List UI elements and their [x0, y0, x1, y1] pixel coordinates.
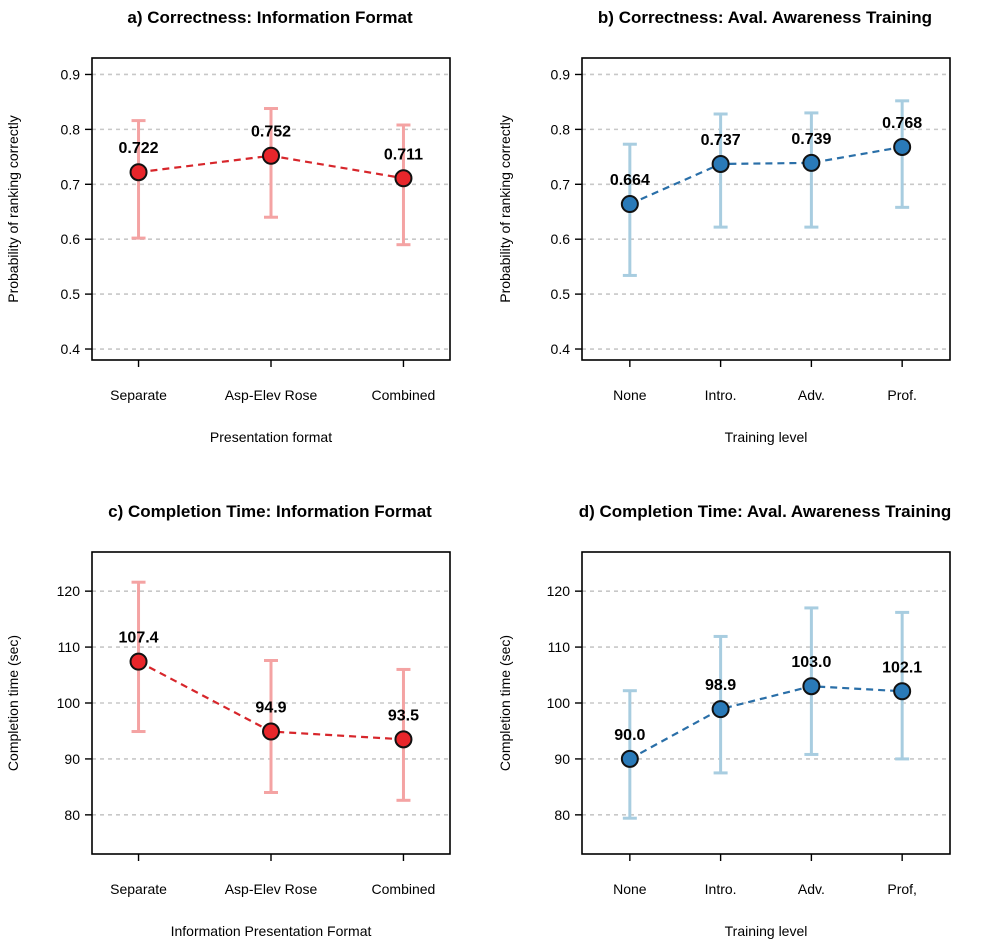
panel-2-x-axis-label: Training level [725, 429, 808, 445]
panel-2-data-point [711, 154, 730, 173]
panel-3-x-tick-label: Combined [372, 881, 436, 897]
panel-3-x-tick-label: Asp-Elev Rose [225, 881, 318, 897]
panel-2-y-tick-label: 0.4 [551, 341, 571, 357]
panel-3-y-tick-label: 100 [57, 695, 81, 711]
panel-4-data-label: 102.1 [882, 659, 922, 676]
panel-1-title: a) Correctness: Information Format [127, 8, 413, 27]
panel-2-y-tick-label: 0.5 [551, 286, 571, 302]
panel-4-x-tick-label: Intro. [705, 881, 737, 897]
panel-3-y-tick-label: 80 [64, 807, 80, 823]
panel-4-y-tick-label: 110 [548, 639, 571, 655]
panel-3-y-tick-label: 110 [58, 639, 81, 655]
panel-4-title: d) Completion Time: Aval. Awareness Trai… [579, 502, 952, 521]
panel-1-x-tick-label: Asp-Elev Rose [225, 387, 318, 403]
panel-2-y-tick-label: 0.8 [551, 121, 571, 137]
panel-2-data-label: 0.737 [701, 132, 741, 149]
panel-4-x-tick-label: Prof, [887, 881, 917, 897]
panel-4-data-label: 103.0 [791, 654, 831, 671]
panel-2-data-point [893, 137, 912, 156]
panel-2-x-tick-label: Adv. [798, 387, 825, 403]
panel-4-data-point [620, 749, 639, 768]
panel-4-x-axis-label: Training level [725, 923, 808, 939]
panel-2-plot-frame [581, 57, 951, 361]
panel-2-data-point [802, 153, 821, 172]
panel-3-y-axis-label: Completion time (sec) [5, 635, 21, 771]
panel-4-data-point [802, 677, 821, 696]
panel-2-title: b) Correctness: Aval. Awareness Training [598, 8, 932, 27]
panel-2-y-tick-label: 0.7 [551, 176, 571, 192]
panel-4-y-tick-label: 100 [547, 695, 571, 711]
panel-2-series-line [629, 145, 903, 206]
panel-4-data-point [893, 682, 912, 701]
panel-1-data-point [262, 146, 280, 165]
panel-2-y-axis-label: Probability of ranking correctly [497, 115, 513, 303]
panel-2-data-label: 0.664 [610, 172, 650, 189]
panel-1-data-point [394, 169, 413, 188]
panel-4-x-tick-label: Adv. [798, 881, 825, 897]
panel-1-data-label: 0.722 [119, 140, 159, 157]
panel-2-data-label: 0.768 [882, 115, 922, 132]
panel-1-x-tick-label: Combined [372, 387, 436, 403]
panel-3-data-point [262, 722, 280, 741]
panel-2-x-tick-label: Prof. [887, 387, 917, 403]
panel-2-x-tick-label: Intro. [705, 387, 737, 403]
panel-4-y-tick-label: 120 [547, 583, 571, 599]
panel-4-y-tick-label: 80 [554, 807, 570, 823]
panel-4-series-line [629, 685, 903, 760]
panel-1-y-tick-label: 0.7 [61, 176, 81, 192]
panel-3-y-tick-label: 120 [57, 583, 81, 599]
panel-1-x-tick-label: Separate [110, 387, 167, 403]
panel-2-x-tick-label: None [613, 387, 647, 403]
panel-3-title: c) Completion Time: Information Format [108, 502, 432, 521]
panel-1-data-point [129, 163, 148, 182]
panel-1-y-tick-label: 0.4 [61, 341, 81, 357]
panel-2-y-tick-label: 0.9 [551, 66, 571, 82]
panel-4-y-tick-label: 90 [554, 751, 570, 767]
panel-3-data-point [394, 730, 413, 749]
panel-1-y-tick-label: 0.8 [61, 121, 81, 137]
panel-1-x-axis-label: Presentation format [210, 429, 332, 445]
panel-1-y-tick-label: 0.6 [61, 231, 81, 247]
panel-2-data-label: 0.739 [791, 131, 831, 148]
panel-2-y-tick-label: 0.6 [551, 231, 571, 247]
panel-1-data-label: 0.752 [251, 124, 291, 141]
panel-1-y-tick-label: 0.9 [61, 66, 81, 82]
panel-3-data-label: 107.4 [119, 630, 159, 647]
panel-4-y-axis-label: Completion time (sec) [497, 635, 513, 771]
panel-1-y-axis-label: Probability of ranking correctly [5, 115, 21, 303]
panel-4-x-tick-label: None [613, 881, 647, 897]
panel-3-x-axis-label: Information Presentation Format [171, 923, 372, 939]
panel-1-y-tick-label: 0.5 [61, 286, 81, 302]
panel-3-x-tick-label: Separate [110, 881, 167, 897]
panel-4-data-label: 90.0 [614, 727, 645, 744]
panel-4-data-label: 98.9 [705, 677, 736, 694]
panel-3-y-tick-label: 90 [64, 751, 80, 767]
panel-3-data-point [129, 652, 148, 671]
panel-4-data-point [711, 700, 730, 719]
panel-3-data-label: 93.5 [388, 707, 419, 724]
panel-1-data-label: 0.711 [384, 146, 423, 163]
panel-2-data-point [620, 195, 639, 214]
panel-3-data-label: 94.9 [255, 700, 286, 717]
